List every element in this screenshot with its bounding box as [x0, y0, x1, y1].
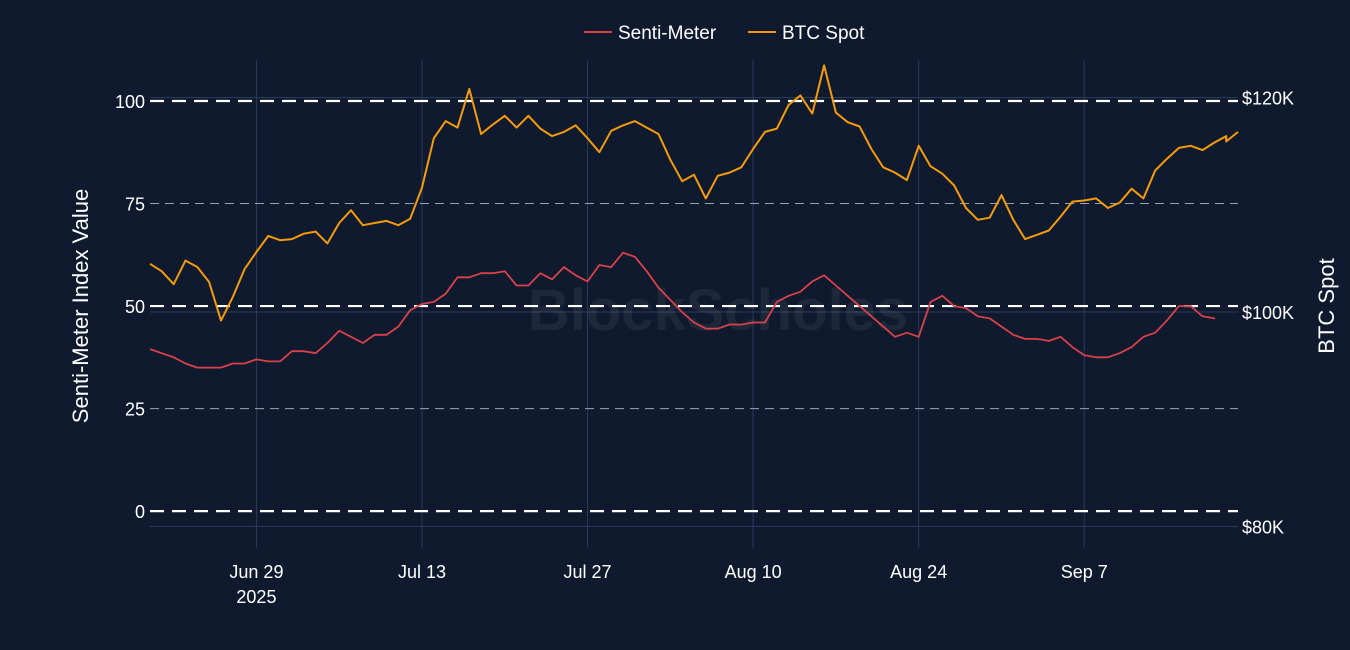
y-left-axis-title: Senti-Meter Index Value — [68, 189, 93, 423]
y-right-tick-label: $80K — [1242, 518, 1284, 538]
y-left-tick-label: 0 — [135, 502, 145, 522]
x-tick-label: Jul 27 — [564, 562, 612, 582]
x-tick-label: Aug 10 — [725, 562, 782, 582]
y-right-tick-label: $100K — [1242, 303, 1294, 323]
y-right-tick-label: $120K — [1242, 89, 1294, 109]
reference-lines — [150, 99, 1238, 513]
watermark: BlockScholes — [528, 278, 908, 343]
x-tick-label: Jul 13 — [398, 562, 446, 582]
y-left-tick-label: 100 — [115, 92, 145, 112]
legend-label-senti-meter: Senti-Meter — [618, 23, 717, 44]
x-tick-label: Aug 24 — [890, 562, 947, 582]
y-left-axis-ticks: 0 25 50 75 100 — [115, 92, 145, 522]
y-left-tick-label: 50 — [125, 297, 145, 317]
legend-item-btc-spot[interactable]: BTC Spot — [748, 23, 865, 44]
x-tick-label: Jun 29 — [229, 562, 283, 582]
legend-item-senti-meter[interactable]: Senti-Meter — [584, 23, 717, 44]
series-lines — [149, 64, 1239, 369]
series-line-btc-spot — [149, 64, 1239, 322]
legend-label-btc-spot: BTC Spot — [782, 23, 865, 44]
legend[interactable]: Senti-Meter BTC Spot — [584, 23, 865, 44]
y-right-axis-title: BTC Spot — [1314, 258, 1339, 353]
x-axis-ticks: Jun 29 2025 Jul 13 Jul 27 Aug 10 Aug 24 Sep 7 — [229, 562, 1107, 607]
y-left-tick-label: 75 — [125, 195, 145, 215]
y-right-axis-ticks: $80K $100K $120K — [1242, 89, 1294, 538]
x-tick-label: Sep 7 — [1061, 562, 1108, 582]
x-tick-sublabel: 2025 — [236, 587, 276, 607]
series-line-senti-meter — [149, 251, 1216, 369]
y-left-tick-label: 25 — [125, 400, 145, 420]
